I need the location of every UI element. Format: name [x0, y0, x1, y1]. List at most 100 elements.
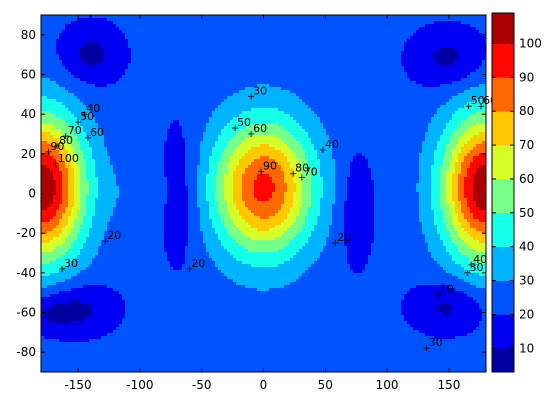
contour-cell: [314, 111, 318, 115]
contour-cell: [86, 84, 90, 88]
contour-cell: [449, 48, 453, 52]
contour-cell: [446, 27, 450, 31]
contour-cell: [419, 90, 423, 94]
contour-cell: [374, 93, 378, 97]
contour-cell: [344, 36, 348, 40]
contour-cell: [290, 18, 294, 22]
contour-cell: [440, 48, 444, 52]
contour-cell: [233, 111, 237, 115]
contour-cell: [389, 51, 393, 55]
contour-cell: [158, 66, 162, 70]
contour-cell: [56, 84, 60, 88]
contour-cell: [416, 69, 420, 73]
contour-cell: [47, 63, 51, 67]
contour-cell: [212, 84, 216, 88]
contour-cell: [356, 24, 360, 28]
contour-cell: [302, 36, 306, 40]
contour-cell: [62, 72, 66, 76]
contour-cell: [365, 21, 369, 25]
contour-cell: [278, 72, 282, 76]
contour-cell: [275, 108, 279, 112]
contour-cell: [65, 36, 69, 40]
contour-cell: [266, 105, 270, 109]
contour-cell: [122, 66, 126, 70]
contour-cell: [386, 63, 390, 67]
contour-cell: [272, 66, 276, 70]
contour-cell: [110, 21, 114, 25]
contour-cell: [296, 105, 300, 109]
contour-cell: [173, 48, 177, 52]
contour-cell: [428, 30, 432, 34]
contour-cell: [482, 108, 486, 112]
contour-cell: [293, 102, 297, 106]
contour-cell: [356, 36, 360, 40]
contour-cell: [152, 90, 156, 94]
contour-cell: [449, 69, 453, 73]
contour-cell: [134, 81, 138, 85]
contour-cell: [173, 18, 177, 22]
contour-cell: [98, 87, 102, 91]
contour-cell: [398, 105, 402, 109]
contour-cell: [89, 102, 93, 106]
contour-cell: [206, 60, 210, 64]
contour-cell: [296, 99, 300, 103]
contour-cell: [206, 39, 210, 43]
contour-cell: [98, 42, 102, 46]
contour-cell: [80, 36, 84, 40]
contour-cell: [41, 57, 45, 61]
contour-cell: [56, 60, 60, 64]
contour-cell: [284, 30, 288, 34]
contour-cell: [422, 33, 426, 37]
contour-cell: [65, 42, 69, 46]
contour-cell: [65, 18, 69, 22]
contour-cell: [395, 78, 399, 82]
contour-cell: [416, 60, 420, 64]
contour-cell: [392, 93, 396, 97]
contour-cell: [278, 75, 282, 79]
contour-cell: [125, 114, 129, 118]
contour-cell: [137, 72, 141, 76]
contour-cell: [212, 75, 216, 79]
contour-cell: [134, 54, 138, 58]
contour-cell: [311, 27, 315, 31]
contour-cell: [59, 18, 63, 22]
contour-cell: [140, 93, 144, 97]
contour-cell: [308, 84, 312, 88]
contour-cell: [383, 18, 387, 22]
contour-cell: [446, 96, 450, 100]
contour-cell: [329, 108, 333, 112]
contour-cell: [329, 18, 333, 22]
contour-cell: [257, 66, 261, 70]
contour-cell: [308, 30, 312, 34]
contour-cell: [254, 30, 258, 34]
contour-cell: [272, 51, 276, 55]
contour-cell: [272, 87, 276, 91]
contour-cell: [434, 33, 438, 37]
contour-cell: [437, 87, 441, 91]
contour-cell: [473, 78, 477, 82]
contour-cell: [458, 96, 462, 100]
contour-cell: [95, 96, 99, 100]
contour-cell: [437, 60, 441, 64]
contour-cell: [245, 72, 249, 76]
contour-cell: [140, 99, 144, 103]
contour-cell: [335, 75, 339, 79]
contour-cell: [233, 96, 237, 100]
contour-cell: [242, 51, 246, 55]
contour-cell: [347, 99, 351, 103]
contour-cell: [197, 21, 201, 25]
contour-cell: [251, 99, 255, 103]
contour-cell: [338, 99, 342, 103]
contour-cell: [395, 21, 399, 25]
contour-cell: [80, 108, 84, 112]
contour-cell: [113, 30, 117, 34]
contour-cell: [464, 108, 468, 112]
contour-cell: [305, 105, 309, 109]
contour-cell: [287, 111, 291, 115]
contour-cell: [83, 63, 87, 67]
contour-cell: [410, 93, 414, 97]
contour-cell: [278, 24, 282, 28]
contour-cell: [320, 27, 324, 31]
contour-cell: [431, 90, 435, 94]
contour-cell: [389, 96, 393, 100]
